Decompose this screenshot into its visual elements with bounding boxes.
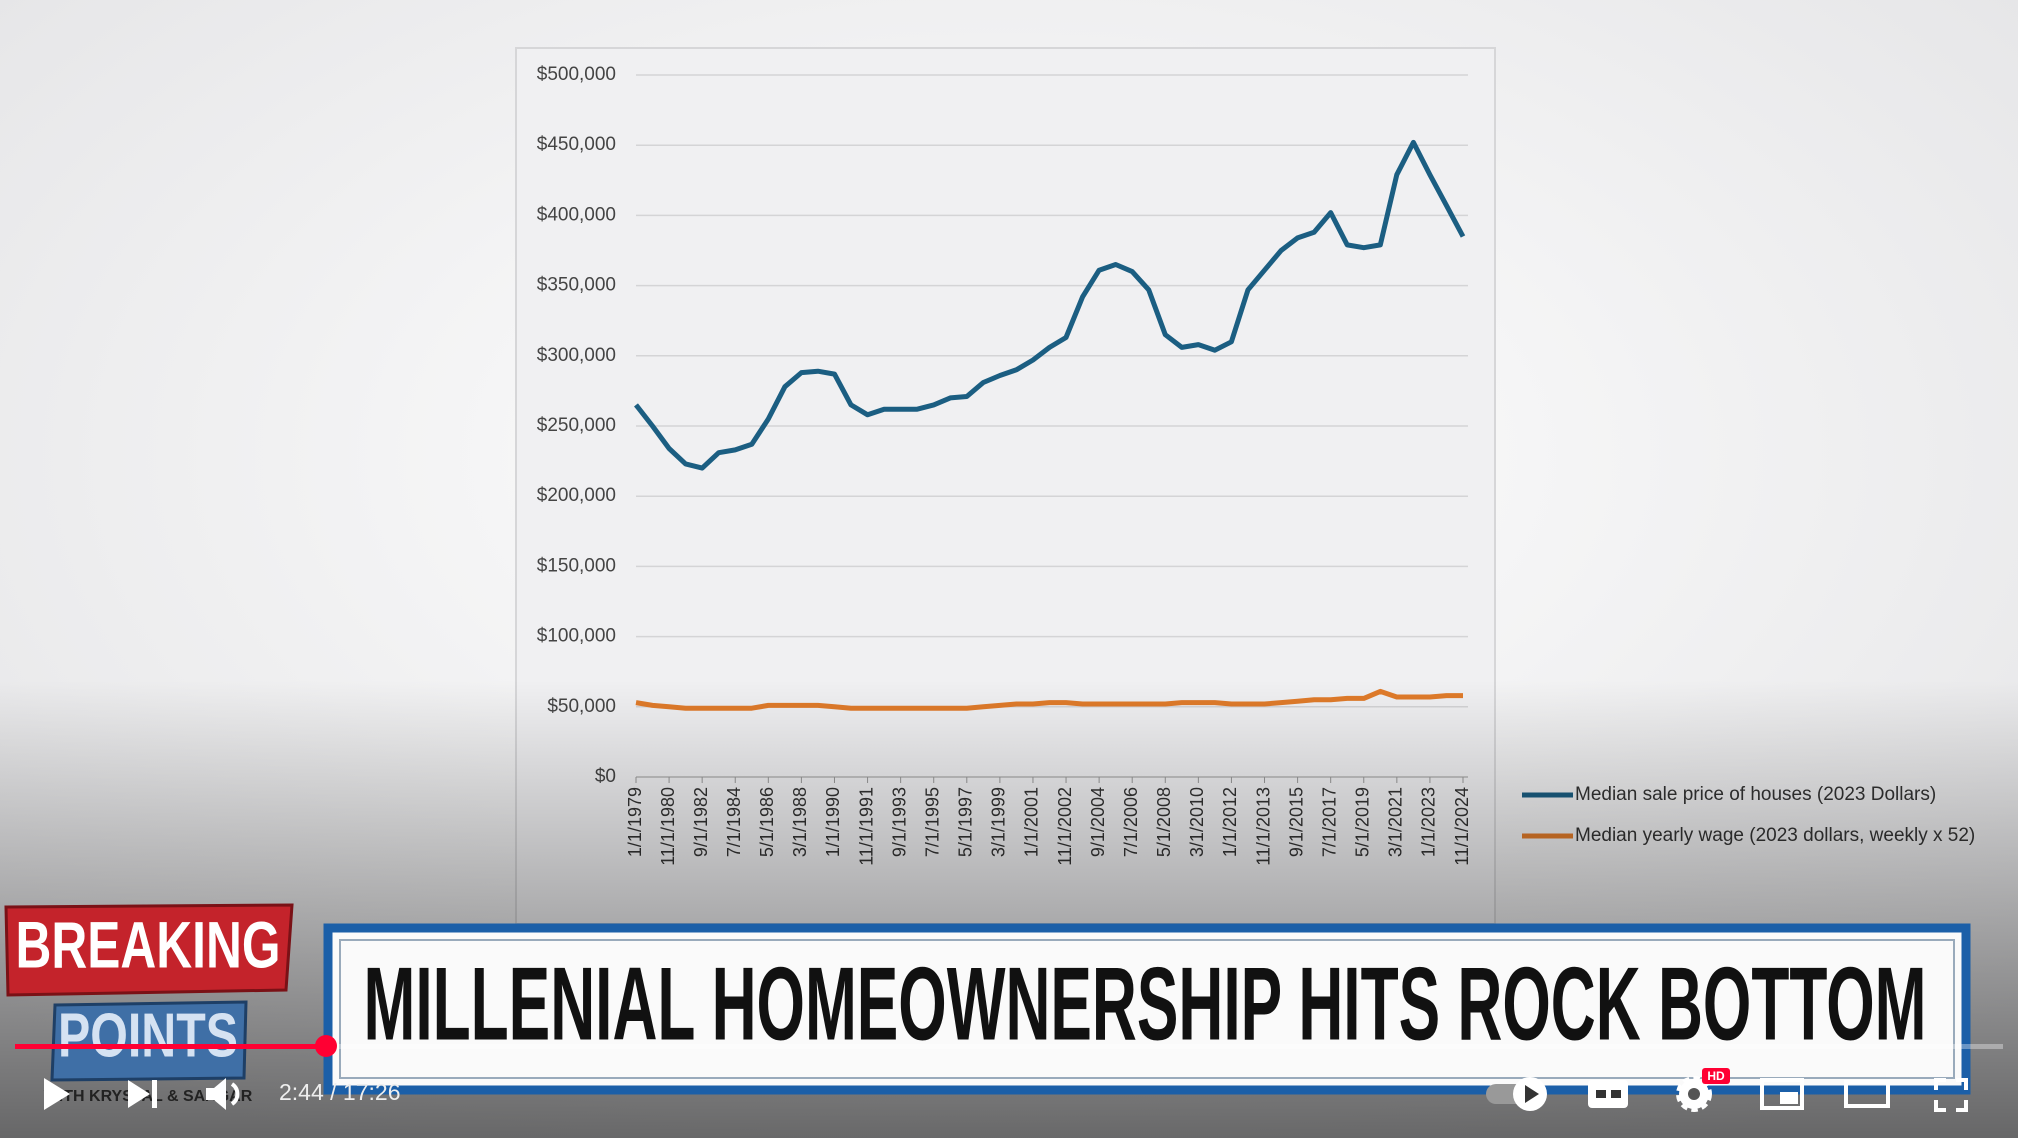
logo-top: BREAKING — [16, 907, 281, 981]
autoplay-toggle[interactable] — [1486, 1077, 1547, 1111]
captions-button[interactable] — [1588, 1080, 1628, 1108]
y-tick-label: $300,000 — [537, 345, 616, 366]
y-tick-label: $350,000 — [537, 275, 616, 296]
settings-button[interactable] — [1676, 1076, 1712, 1112]
progress-played — [15, 1044, 326, 1049]
logo-blue-box — [50, 1000, 248, 1082]
play-button[interactable] — [44, 1078, 70, 1110]
logo-red-box — [4, 903, 294, 997]
miniplayer-button[interactable] — [1760, 1078, 1804, 1110]
logo-bottom: POINTS — [58, 1001, 238, 1070]
fullscreen-button[interactable] — [1934, 1078, 1968, 1112]
y-tick-label: $150,000 — [537, 555, 616, 576]
y-tick-label: $100,000 — [537, 626, 616, 647]
time-display: 2:44 / 17:26 — [279, 1079, 401, 1105]
y-tick-label: $250,000 — [537, 415, 616, 436]
headline: MILLENIAL HOMEOWNERSHIP HITS ROCK BOTTOM — [364, 946, 1927, 1062]
y-tick-label: $450,000 — [537, 134, 616, 155]
headline-box — [323, 923, 1971, 1095]
logo: BREAKING POINTS WITH KRYSTAL & SAAGAR — [4, 903, 294, 1105]
next-button[interactable] — [128, 1080, 157, 1108]
logo-hosts: WITH KRYSTAL & SAAGAR — [44, 1088, 253, 1105]
theater-button[interactable] — [1844, 1080, 1890, 1108]
headline-inner — [339, 939, 1955, 1079]
y-tick-label: $500,000 — [537, 64, 616, 85]
hd-badge: HD — [1707, 1069, 1725, 1083]
y-tick-label: $200,000 — [537, 485, 616, 506]
y-tick-label: $400,000 — [537, 204, 616, 225]
volume-button[interactable] — [206, 1078, 240, 1110]
progress-handle[interactable] — [315, 1035, 337, 1057]
series-line — [634, 139, 1466, 471]
progress-track[interactable] — [15, 1044, 2003, 1049]
hd-badge-box — [1702, 1068, 1730, 1084]
